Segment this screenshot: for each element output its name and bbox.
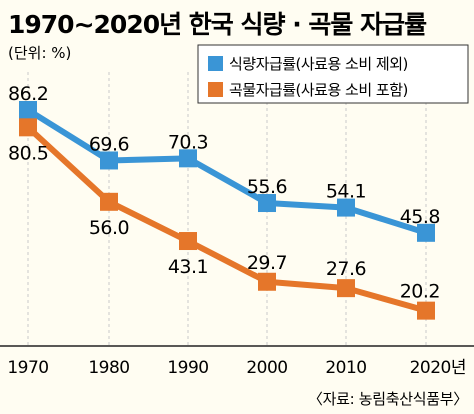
series-line-0 <box>26 107 427 236</box>
legend-label: 곡물자급률(사료용 소비 포함) <box>229 81 408 99</box>
data-point <box>19 118 37 137</box>
data-label: 55.6 <box>247 176 287 198</box>
data-label: 20.2 <box>400 281 440 303</box>
x-tick-label: 2000 <box>246 358 287 378</box>
legend-swatch <box>208 82 223 97</box>
data-point <box>337 198 355 217</box>
x-tick-label: 2020년 <box>410 358 466 378</box>
legend-swatch <box>208 56 223 71</box>
chart-title: 1970~2020년 한국 식량 · 곡물 자급률 <box>8 10 427 39</box>
data-point <box>337 279 355 298</box>
data-label: 43.1 <box>168 256 208 278</box>
data-point <box>19 101 37 119</box>
gridlines <box>27 72 427 346</box>
data-point <box>417 223 435 242</box>
x-axis-ticks: 1970 1980 1990 2000 2010 2020년 <box>7 358 466 378</box>
data-point <box>100 192 118 211</box>
x-tick-label: 1980 <box>88 358 129 378</box>
data-point <box>179 149 197 168</box>
data-label: 56.0 <box>89 217 129 239</box>
data-label: 70.3 <box>168 131 208 153</box>
unit-label: (단위: %) <box>8 44 71 62</box>
data-point <box>258 272 276 291</box>
legend-box <box>197 44 469 104</box>
x-tick-label: 1990 <box>167 358 208 378</box>
source-note: 〈자료: 농림축산식품부〉 <box>308 390 468 408</box>
data-label: 45.8 <box>400 206 440 228</box>
data-point <box>417 301 435 320</box>
legend-label: 식량자급률(사료용 소비 제외) <box>229 55 408 73</box>
data-label: 27.6 <box>326 258 366 280</box>
data-label: 69.6 <box>89 133 129 155</box>
series-line-1 <box>25 125 427 314</box>
data-point <box>100 151 118 170</box>
data-label: 86.2 <box>8 83 48 105</box>
data-point <box>179 232 197 251</box>
data-label: 54.1 <box>326 181 366 203</box>
series-layer: 86.2 69.6 70.3 55.6 54.1 45.8 80.5 56.0 43.1 29.7… <box>8 83 441 320</box>
data-label: 80.5 <box>8 142 48 164</box>
x-tick-label: 2010 <box>325 358 366 378</box>
legend: 식량자급률(사료용 소비 제외) 곡물자급률(사료용 소비 포함) <box>197 44 469 104</box>
x-tick-label: 1970 <box>7 358 48 378</box>
data-point <box>258 194 276 213</box>
data-label: 29.7 <box>247 252 287 274</box>
